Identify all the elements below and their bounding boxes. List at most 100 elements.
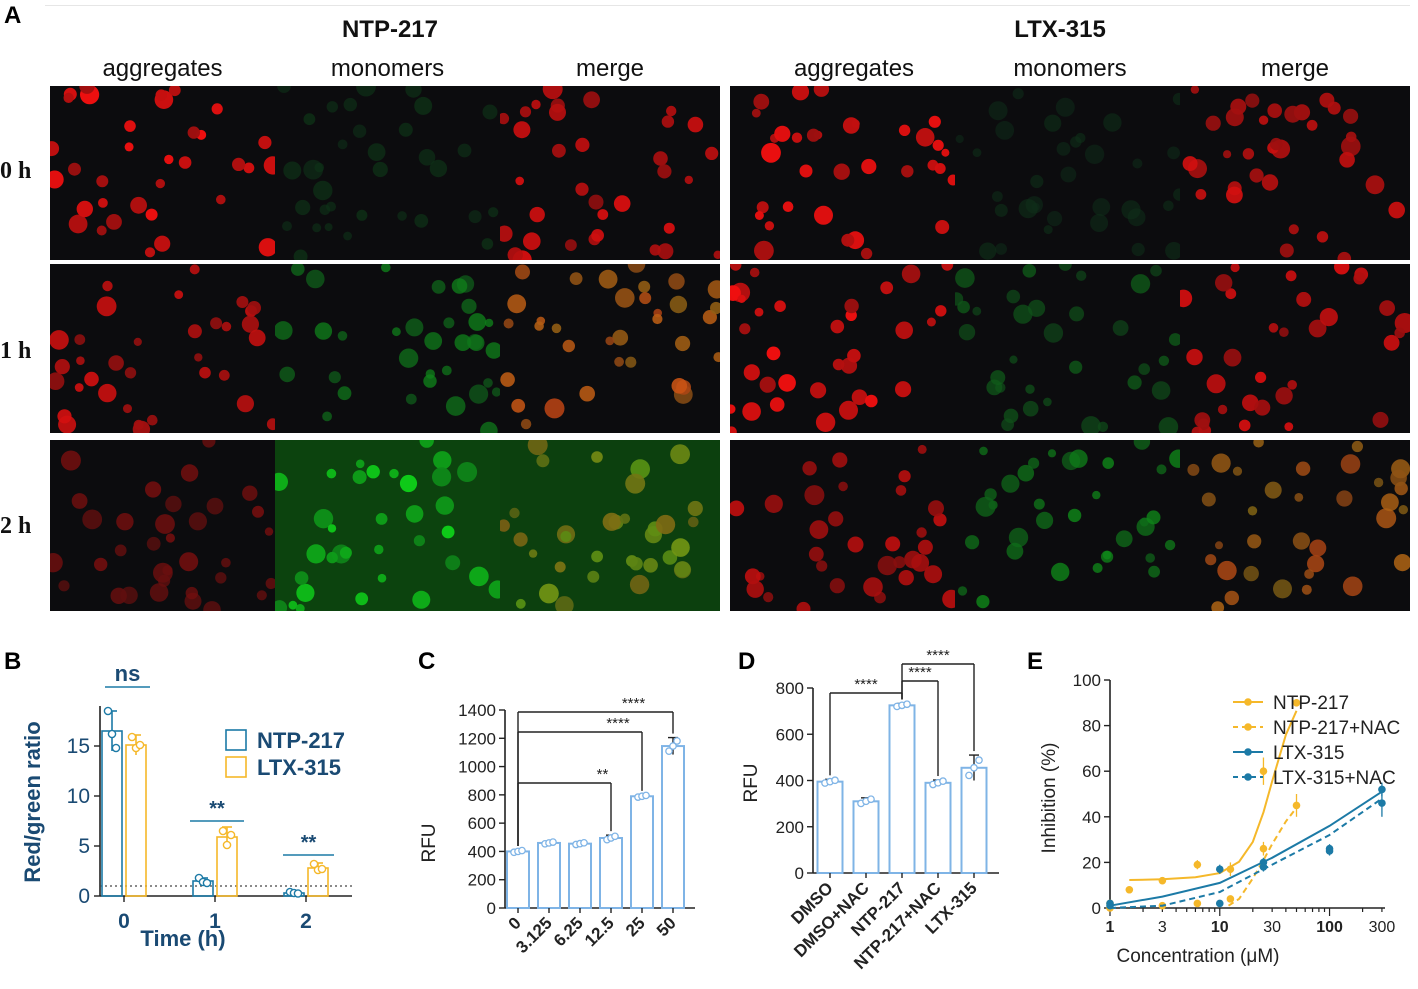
micrograph-1h-ntp217-merge	[500, 264, 720, 433]
cell-spot	[457, 143, 472, 158]
cell-spot	[513, 532, 528, 547]
data-point	[1259, 863, 1268, 871]
y-tick-label: 60	[1082, 762, 1101, 781]
cell-spot	[1388, 201, 1405, 219]
cell-spot	[1295, 461, 1311, 476]
cell-spot	[146, 536, 161, 551]
cell-spot	[279, 366, 295, 383]
cell-spot	[1036, 511, 1054, 529]
cell-spot	[995, 121, 1015, 140]
cell-spot	[1238, 419, 1251, 432]
cell-spot	[895, 381, 912, 398]
cell-spot	[614, 356, 624, 367]
cell-spot	[885, 536, 901, 552]
cell-spot	[713, 352, 720, 363]
cell-spot	[730, 426, 737, 433]
cell-spot	[1017, 464, 1035, 482]
cell-spot	[1258, 115, 1269, 125]
cell-spot	[542, 86, 563, 100]
cell-spot	[675, 335, 691, 352]
cell-spot	[482, 104, 498, 120]
cell-spot	[381, 264, 391, 273]
data-point	[518, 846, 526, 855]
cell-spot	[804, 485, 825, 506]
cell-spot	[737, 294, 746, 303]
cell-spot	[1006, 542, 1024, 560]
cell-spot	[1319, 92, 1335, 108]
cell-spot	[145, 208, 158, 221]
y-tick-label: 100	[1073, 671, 1101, 690]
row-label-2h: 2 h	[0, 513, 32, 539]
cell-spot	[619, 513, 631, 524]
cell-spot	[1043, 397, 1052, 407]
cell-spot	[1092, 490, 1101, 500]
cell-spot	[124, 120, 136, 132]
cell-spot	[591, 451, 603, 463]
cell-spot	[1195, 189, 1207, 200]
cell-spot	[454, 334, 472, 351]
cell-spot	[1146, 510, 1161, 525]
bar	[599, 836, 623, 909]
row-separator	[730, 260, 1410, 264]
cell-spot	[124, 367, 137, 379]
cell-spot	[114, 544, 127, 557]
cell-spot	[1009, 355, 1018, 364]
cell-spot	[500, 225, 513, 242]
cell-spot	[520, 418, 532, 430]
cell-spot	[1304, 569, 1314, 579]
cell-spot	[560, 531, 572, 542]
cell-spot	[481, 238, 494, 250]
cell-spot	[79, 86, 95, 94]
cell-spot	[491, 387, 500, 397]
cell-spot	[926, 317, 936, 327]
bar	[537, 841, 561, 909]
cell-spot	[638, 280, 651, 293]
data-point	[970, 763, 978, 772]
data-point	[293, 889, 303, 898]
bar	[888, 704, 916, 874]
cell-spot	[1102, 550, 1112, 560]
cell-spot	[992, 191, 1003, 202]
cell-field	[955, 88, 1180, 260]
cell-spot	[1341, 136, 1361, 157]
cell-spot	[687, 500, 703, 517]
cell-spot	[211, 103, 223, 115]
group-title-ntp217: NTP-217	[341, 16, 439, 43]
cell-spot	[50, 330, 69, 350]
cell-spot	[597, 209, 609, 220]
cell-spot	[291, 264, 305, 276]
cell-spot	[1156, 464, 1167, 475]
y-tick-label: 0	[1092, 899, 1101, 918]
cell-spot	[710, 301, 720, 315]
cell-spot	[743, 364, 760, 381]
cell-spot	[979, 242, 997, 260]
cell-spot	[155, 514, 175, 534]
cell-spot	[57, 409, 72, 424]
cell-spot	[957, 586, 968, 596]
cell-spot	[813, 86, 830, 97]
cell-field	[1187, 440, 1410, 611]
cell-spot	[979, 446, 988, 456]
data-point	[1292, 699, 1301, 707]
cell-spot	[76, 356, 85, 365]
column-label-monomers: monomers	[330, 55, 445, 82]
cell-spot	[1343, 108, 1359, 124]
cell-spot	[1340, 454, 1361, 474]
cell-spot	[799, 164, 813, 178]
cell-spot	[147, 414, 158, 426]
cell-spot	[120, 586, 138, 604]
cell-spot	[1301, 584, 1312, 595]
micrograph-2h-ntp217-merge	[500, 440, 720, 611]
cell-spot	[935, 305, 947, 317]
cell-spot	[575, 182, 589, 196]
cell-spot	[1206, 374, 1226, 394]
cell-spot	[488, 580, 500, 599]
cell-spot	[418, 149, 436, 166]
micrograph-1h-ntp217-monomers	[275, 264, 500, 433]
cell-spot	[702, 310, 717, 325]
cell-spot	[423, 374, 437, 388]
cell-spot	[639, 292, 652, 305]
cell-spot	[730, 500, 745, 517]
cell-spot	[746, 580, 764, 598]
cell-spot	[575, 137, 590, 152]
